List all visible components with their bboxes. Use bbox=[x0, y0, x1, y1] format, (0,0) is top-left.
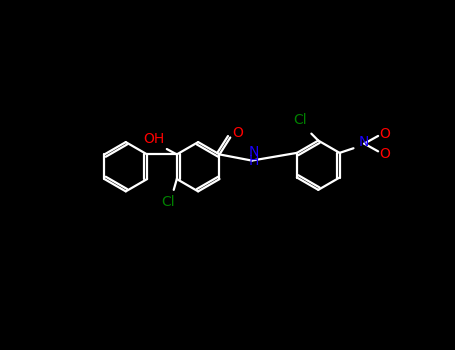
Text: O: O bbox=[379, 127, 390, 141]
Text: Cl: Cl bbox=[293, 113, 307, 127]
Text: H: H bbox=[248, 154, 258, 168]
Text: Cl: Cl bbox=[161, 195, 174, 209]
Text: N: N bbox=[359, 135, 369, 149]
Text: O: O bbox=[379, 147, 390, 161]
Text: N: N bbox=[248, 145, 258, 159]
Text: OH: OH bbox=[143, 132, 164, 146]
Text: O: O bbox=[233, 126, 243, 140]
